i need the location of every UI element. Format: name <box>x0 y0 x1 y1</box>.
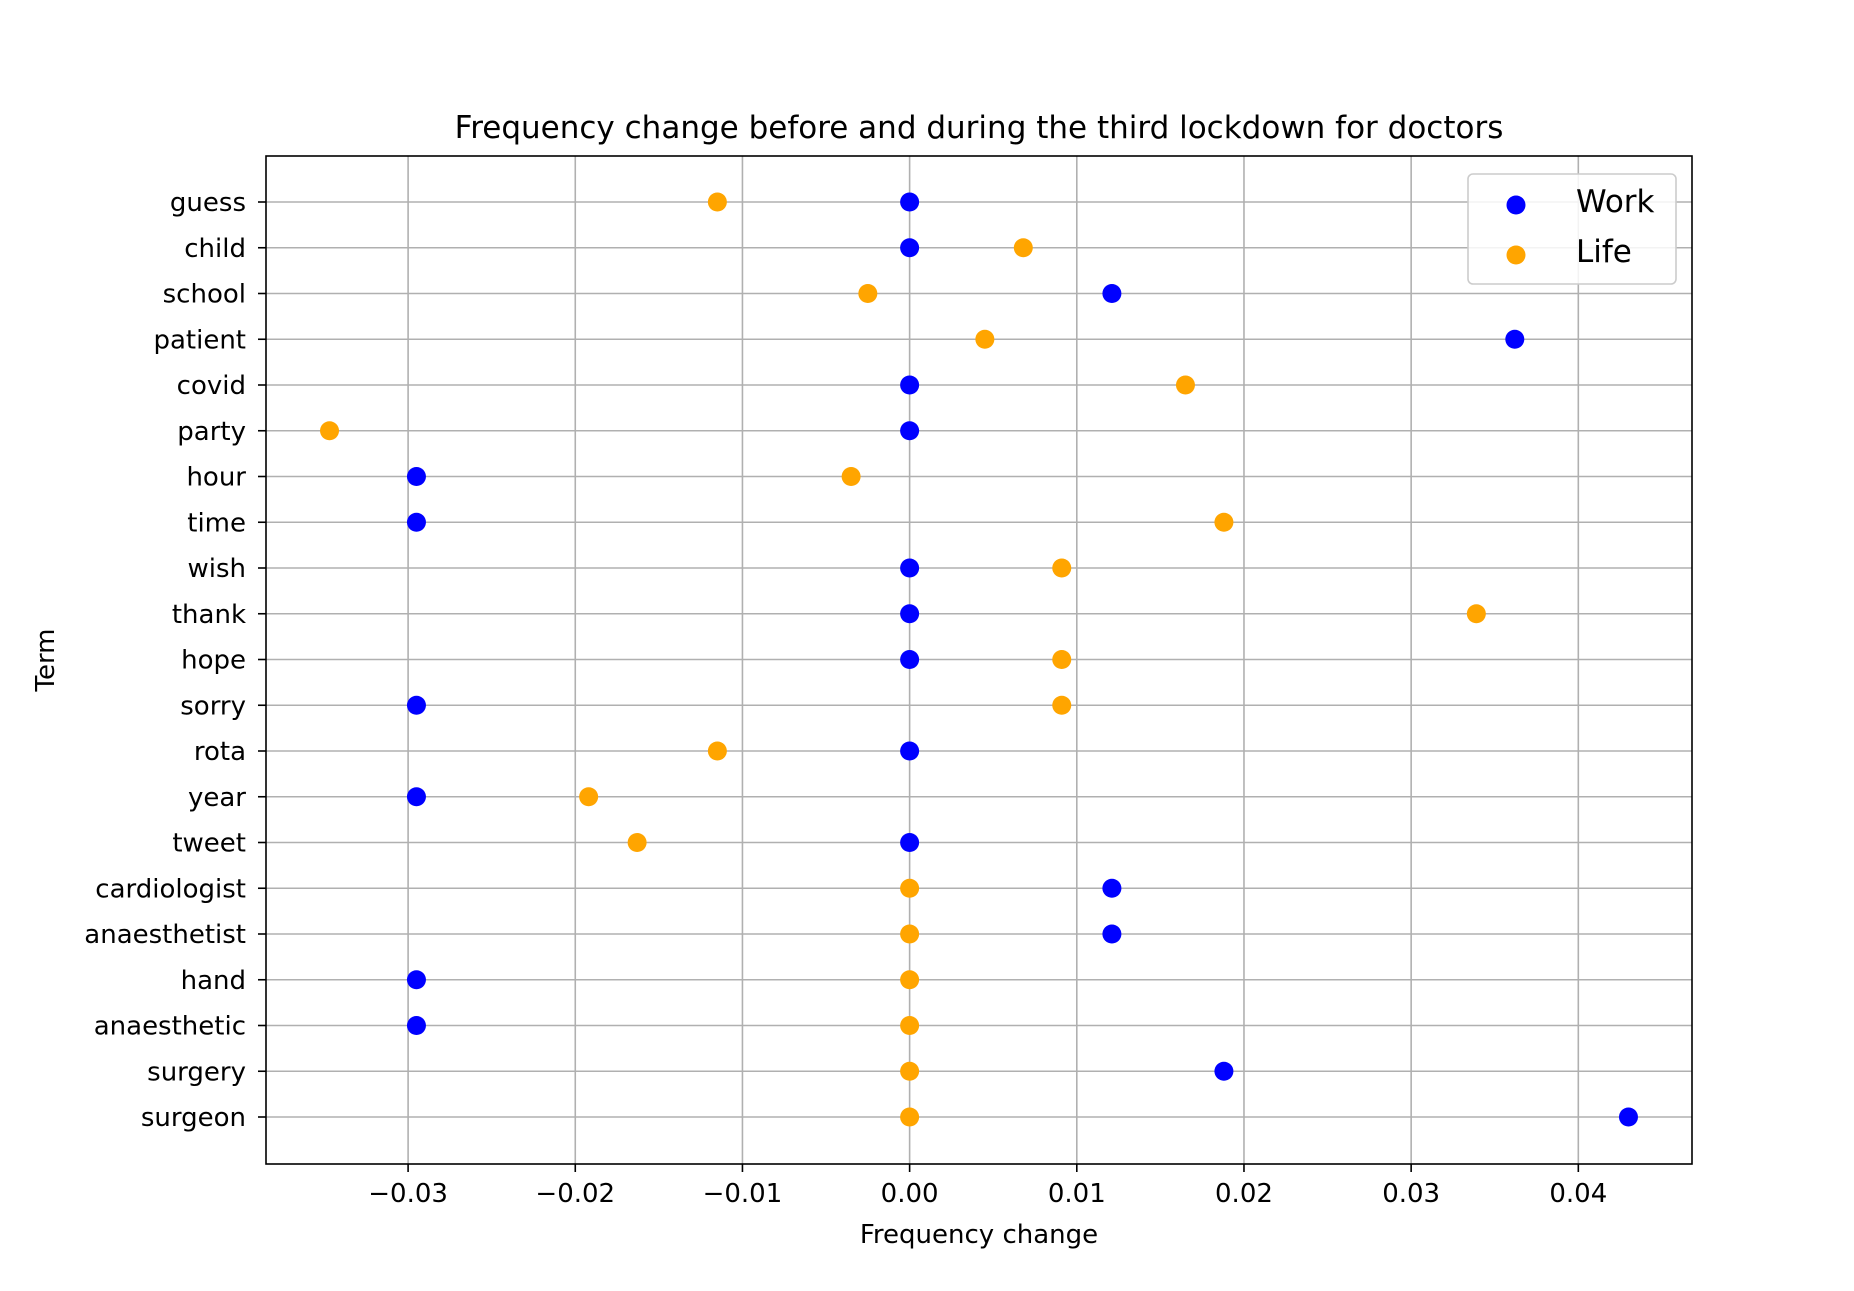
point-work-child <box>900 238 920 258</box>
point-life-school <box>858 284 878 303</box>
point-life-anaesthetic <box>900 1016 920 1035</box>
point-life-child <box>1013 238 1033 258</box>
point-life-guess <box>707 192 727 212</box>
point-work-anaesthetic <box>406 1016 426 1035</box>
y-tick-label-wish: wish <box>187 554 246 584</box>
point-life-time <box>1214 512 1234 532</box>
x-tick-label: 0.03 <box>1382 1179 1440 1209</box>
point-work-hand <box>406 970 426 990</box>
point-life-cardiologist <box>900 878 920 898</box>
point-work-tweet <box>900 833 920 852</box>
y-tick-label-party: party <box>177 417 246 447</box>
point-life-rota <box>707 741 727 761</box>
point-work-anaesthetist <box>1102 924 1122 944</box>
y-tick-label-hope: hope <box>181 646 246 676</box>
grid-lines <box>266 156 1692 1164</box>
point-life-hour <box>841 467 861 486</box>
legend-label-life: Life <box>1576 234 1632 270</box>
x-tick-label: 0.01 <box>1048 1179 1106 1209</box>
point-work-year <box>406 787 426 807</box>
point-work-time <box>406 512 426 532</box>
point-life-covid <box>1175 375 1195 395</box>
point-life-tweet <box>627 833 647 852</box>
y-tick-label-rota: rota <box>194 737 246 767</box>
y-tick-label-covid: covid <box>177 371 246 401</box>
point-work-rota <box>900 741 920 761</box>
point-life-patient <box>975 329 995 349</box>
y-tick-label-thank: thank <box>172 600 246 630</box>
y-tick-label-guess: guess <box>170 188 246 218</box>
point-life-hand <box>900 970 920 990</box>
point-work-patient <box>1505 329 1525 349</box>
x-tick-label: 0.02 <box>1215 1179 1273 1209</box>
y-tick-label-anaesthetic: anaesthetic <box>94 1012 246 1042</box>
point-life-wish <box>1052 558 1072 578</box>
point-work-sorry <box>406 695 426 715</box>
point-work-surgery <box>1214 1061 1234 1081</box>
y-axis-label: Term <box>31 628 61 692</box>
point-life-anaesthetist <box>900 924 920 944</box>
point-life-sorry <box>1052 695 1072 715</box>
legend-label-work: Work <box>1576 184 1655 220</box>
y-tick-label-school: school <box>163 280 246 310</box>
point-life-surgery <box>900 1061 920 1081</box>
x-tick-label: 0.04 <box>1549 1179 1607 1209</box>
data-points <box>320 192 1638 1127</box>
point-work-school <box>1102 284 1122 303</box>
legend-marker-work <box>1506 195 1526 215</box>
point-life-hope <box>1052 650 1072 669</box>
y-tick-label-cardiologist: cardiologist <box>95 874 246 904</box>
x-tick-label: 0.00 <box>881 1179 939 1209</box>
point-work-wish <box>900 558 920 578</box>
y-tick-label-anaesthetist: anaesthetist <box>84 920 246 950</box>
y-tick-label-patient: patient <box>153 325 246 355</box>
point-work-covid <box>900 375 920 395</box>
point-work-guess <box>900 192 920 212</box>
point-work-cardiologist <box>1102 878 1122 898</box>
point-work-hope <box>900 650 920 669</box>
point-life-year <box>579 787 599 807</box>
x-axis-label: Frequency change <box>860 1220 1098 1250</box>
point-work-party <box>900 421 920 441</box>
chart-title: Frequency change before and during the t… <box>455 110 1504 146</box>
y-tick-label-surgeon: surgeon <box>141 1103 246 1133</box>
y-tick-label-surgery: surgery <box>147 1057 246 1087</box>
x-tick-label: −0.03 <box>368 1179 448 1209</box>
y-tick-label-sorry: sorry <box>180 691 246 721</box>
legend-marker-life <box>1506 245 1526 265</box>
point-work-hour <box>406 467 426 486</box>
axis-ticks: −0.03 −0.02 −0.01 0.00 0.01 0.02 0.03 0.04 guess… <box>84 188 1607 1209</box>
point-life-surgeon <box>900 1107 920 1127</box>
y-tick-label-hour: hour <box>186 463 246 493</box>
y-tick-label-tweet: tweet <box>172 829 246 859</box>
y-tick-label-year: year <box>188 783 246 813</box>
y-tick-label-time: time <box>187 508 246 538</box>
point-life-party <box>320 421 340 441</box>
x-tick-label: −0.01 <box>703 1179 783 1209</box>
point-life-thank <box>1466 604 1486 624</box>
x-tick-label: −0.02 <box>535 1179 615 1209</box>
point-work-surgeon <box>1618 1107 1638 1127</box>
y-tick-label-child: child <box>184 234 246 264</box>
point-work-thank <box>900 604 920 624</box>
legend: Work Life <box>1467 173 1677 285</box>
y-tick-label-hand: hand <box>181 966 246 996</box>
